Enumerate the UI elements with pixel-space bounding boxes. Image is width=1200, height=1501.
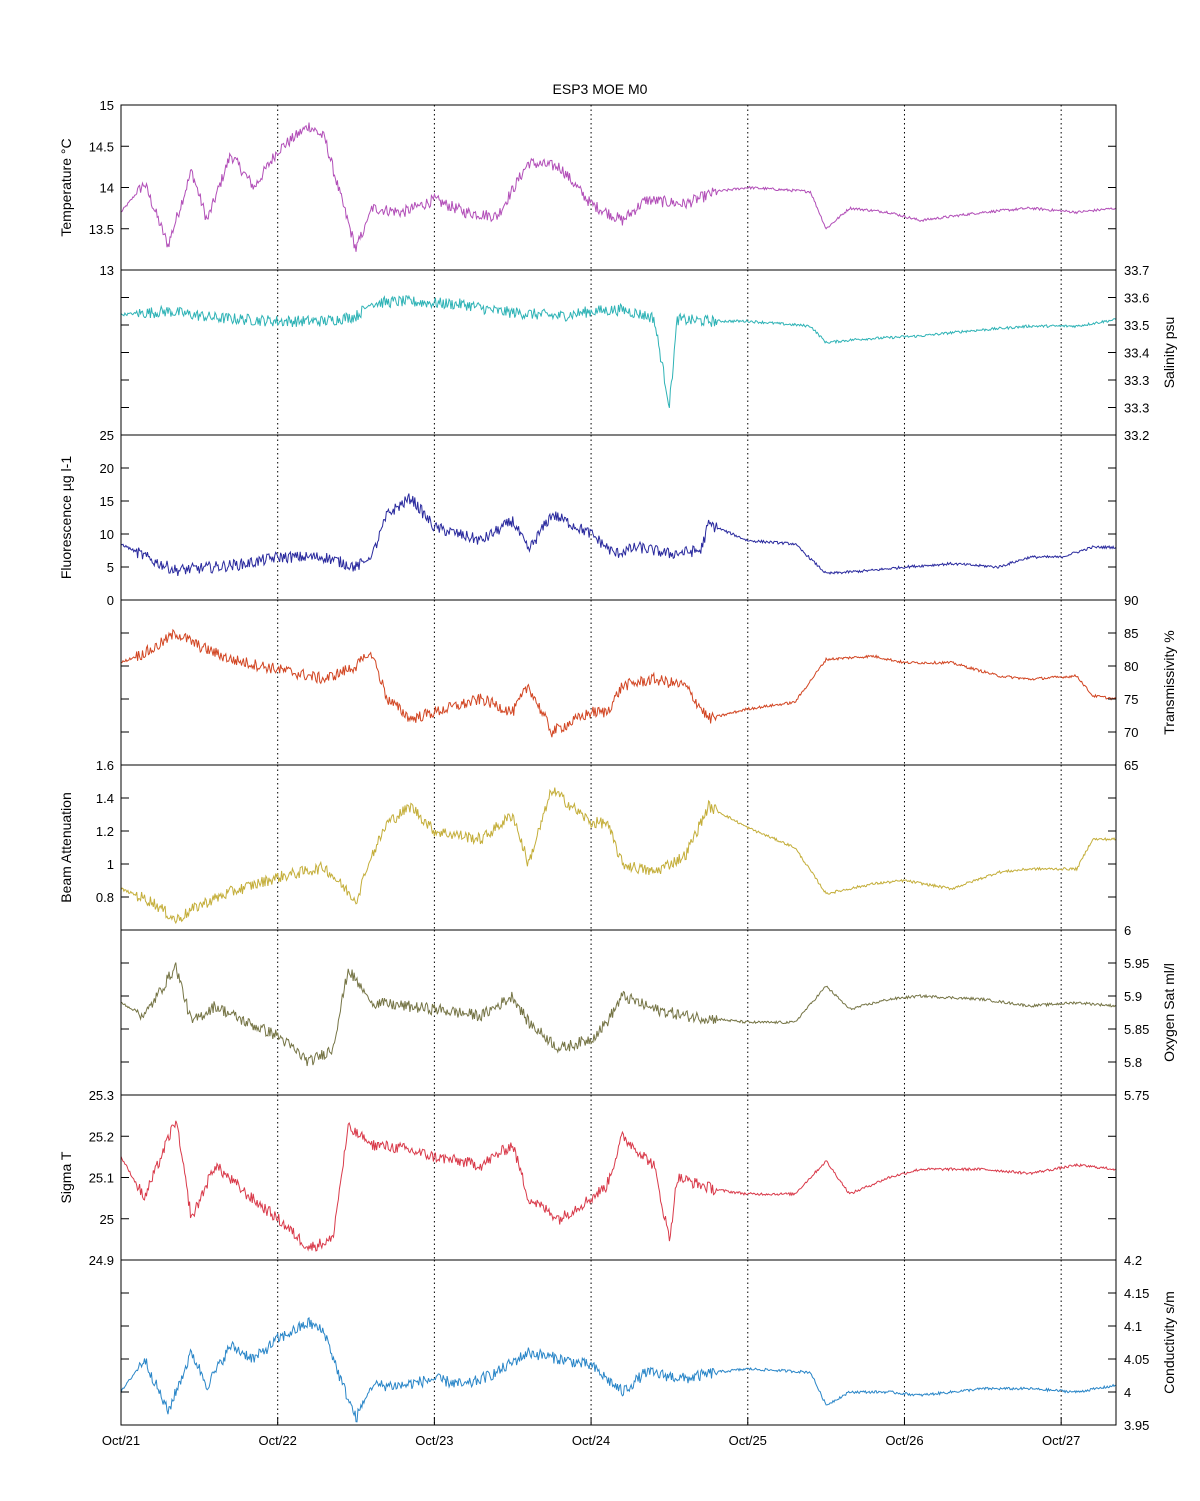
panel-fluorescence: 0 5 10 15 20 25 Fluorescence µg l-1 [58,428,1117,608]
ytick-label-oxygen_sat-1: 5.8 [1124,1055,1142,1070]
panel-temperature: 13 13.5 14 14.5 15 Temperature °C [58,98,1117,278]
ytick-label-transmissivity-5: 90 [1124,593,1138,608]
ytick-label-transmissivity-1: 70 [1124,725,1138,740]
ytick-label-salinity-3: 33.4 [1124,346,1149,361]
ytick-label-conductivity-1: 4 [1124,1385,1131,1400]
ytick-label-fluorescence-0: 0 [107,593,114,608]
ytick-label-conductivity-0: 3.95 [1124,1418,1149,1433]
ylabel-salinity: Salinity psu [1161,317,1177,389]
ytick-label-fluorescence-5: 25 [100,428,114,443]
xtick-label-0: Oct/21 [102,1433,140,1448]
ytick-label-transmissivity-3: 80 [1124,659,1138,674]
ytick-label-sigma_t-3: 25.2 [89,1129,114,1144]
ytick-label-temperature-2: 14 [100,181,114,196]
ytick-label-conductivity-3: 4.1 [1124,1319,1142,1334]
ytick-label-beam_attenuation-0: 0.8 [96,890,114,905]
xtick-label-2: Oct/23 [415,1433,453,1448]
ytick-label-fluorescence-1: 5 [107,560,114,575]
ytick-label-salinity-0: 33.2 [1124,428,1149,443]
ytick-label-fluorescence-3: 15 [100,494,114,509]
ytick-label-temperature-3: 14.5 [89,139,114,154]
ylabel-transmissivity: Transmissivity % [1161,630,1177,735]
ytick-label-oxygen_sat-3: 5.9 [1124,989,1142,1004]
ytick-label-temperature-1: 13.5 [89,222,114,237]
ytick-label-beam_attenuation-2: 1.2 [96,824,114,839]
ytick-label-sigma_t-2: 25.1 [89,1171,114,1186]
series-line-beam_attenuation [120,787,1117,925]
ytick-label-oxygen_sat-5: 6 [1124,923,1131,938]
ylabel-fluorescence: Fluorescence µg l-1 [58,456,74,579]
ylabel-beam_attenuation: Beam Attenuation [58,792,74,903]
xtick-label-1: Oct/22 [259,1433,297,1448]
ytick-label-conductivity-5: 4.2 [1124,1253,1142,1268]
series-line-fluorescence [120,493,1117,576]
ylabel-temperature: Temperature °C [58,138,74,236]
ylabel-conductivity: Conductivity s/m [1161,1291,1177,1394]
ytick-label-transmissivity-4: 85 [1124,626,1138,641]
ytick-label-salinity-6: 33.7 [1124,263,1149,278]
ytick-label-oxygen_sat-0: 5.75 [1124,1088,1149,1103]
series-line-salinity [120,294,1117,409]
ytick-label-oxygen_sat-2: 5.85 [1124,1022,1149,1037]
ytick-label-beam_attenuation-4: 1.6 [96,758,114,773]
ytick-label-fluorescence-4: 20 [100,461,114,476]
ytick-label-conductivity-4: 4.15 [1124,1286,1149,1301]
shared-x-axis: Oct/21 Oct/22 Oct/23 Oct/24 Oct/25 Oct/26 Oct/… [102,1417,1080,1448]
ytick-label-beam_attenuation-3: 1.4 [96,791,114,806]
ytick-label-fluorescence-2: 10 [100,527,114,542]
ytick-label-beam_attenuation-1: 1 [107,857,114,872]
ytick-label-transmissivity-2: 75 [1124,692,1138,707]
ytick-label-sigma_t-4: 25.3 [89,1088,114,1103]
panel-frame-conductivity [120,1259,1117,1426]
ytick-label-salinity-2: 33.3 [1124,373,1149,388]
series-line-conductivity [120,1317,1116,1423]
ytick-label-temperature-0: 13 [100,263,114,278]
ytick-label-salinity-4: 33.5 [1124,318,1149,333]
ytick-label-temperature-4: 15 [100,98,114,113]
ytick-label-transmissivity-0: 65 [1124,758,1138,773]
figure-title: ESP3 MOE M0 [553,81,648,97]
ytick-label-sigma_t-0: 24.9 [89,1253,114,1268]
ylabel-oxygen_sat: Oxygen Sat ml/l [1161,963,1177,1062]
xtick-label-3: Oct/24 [572,1433,610,1448]
ytick-label-conductivity-2: 4.05 [1124,1352,1149,1367]
ytick-label-oxygen_sat-4: 5.95 [1124,956,1149,971]
series-line-sigma_t [120,1120,1117,1252]
series-line-temperature [120,122,1117,252]
xtick-label-4: Oct/25 [729,1433,767,1448]
ytick-label-salinity-1: 33.3 [1124,401,1149,416]
series-line-oxygen_sat [120,962,1117,1067]
xtick-label-6: Oct/27 [1042,1433,1080,1448]
series-line-transmissivity [121,628,1117,738]
panel-conductivity: 3.95 4 4.05 4.1 4.15 4.2 Conductivity s/m [120,1253,1177,1433]
ytick-label-sigma_t-1: 25 [100,1212,114,1227]
xtick-label-5: Oct/26 [885,1433,923,1448]
ylabel-sigma_t: Sigma T [58,1151,74,1203]
ytick-label-salinity-5: 33.6 [1124,291,1149,306]
